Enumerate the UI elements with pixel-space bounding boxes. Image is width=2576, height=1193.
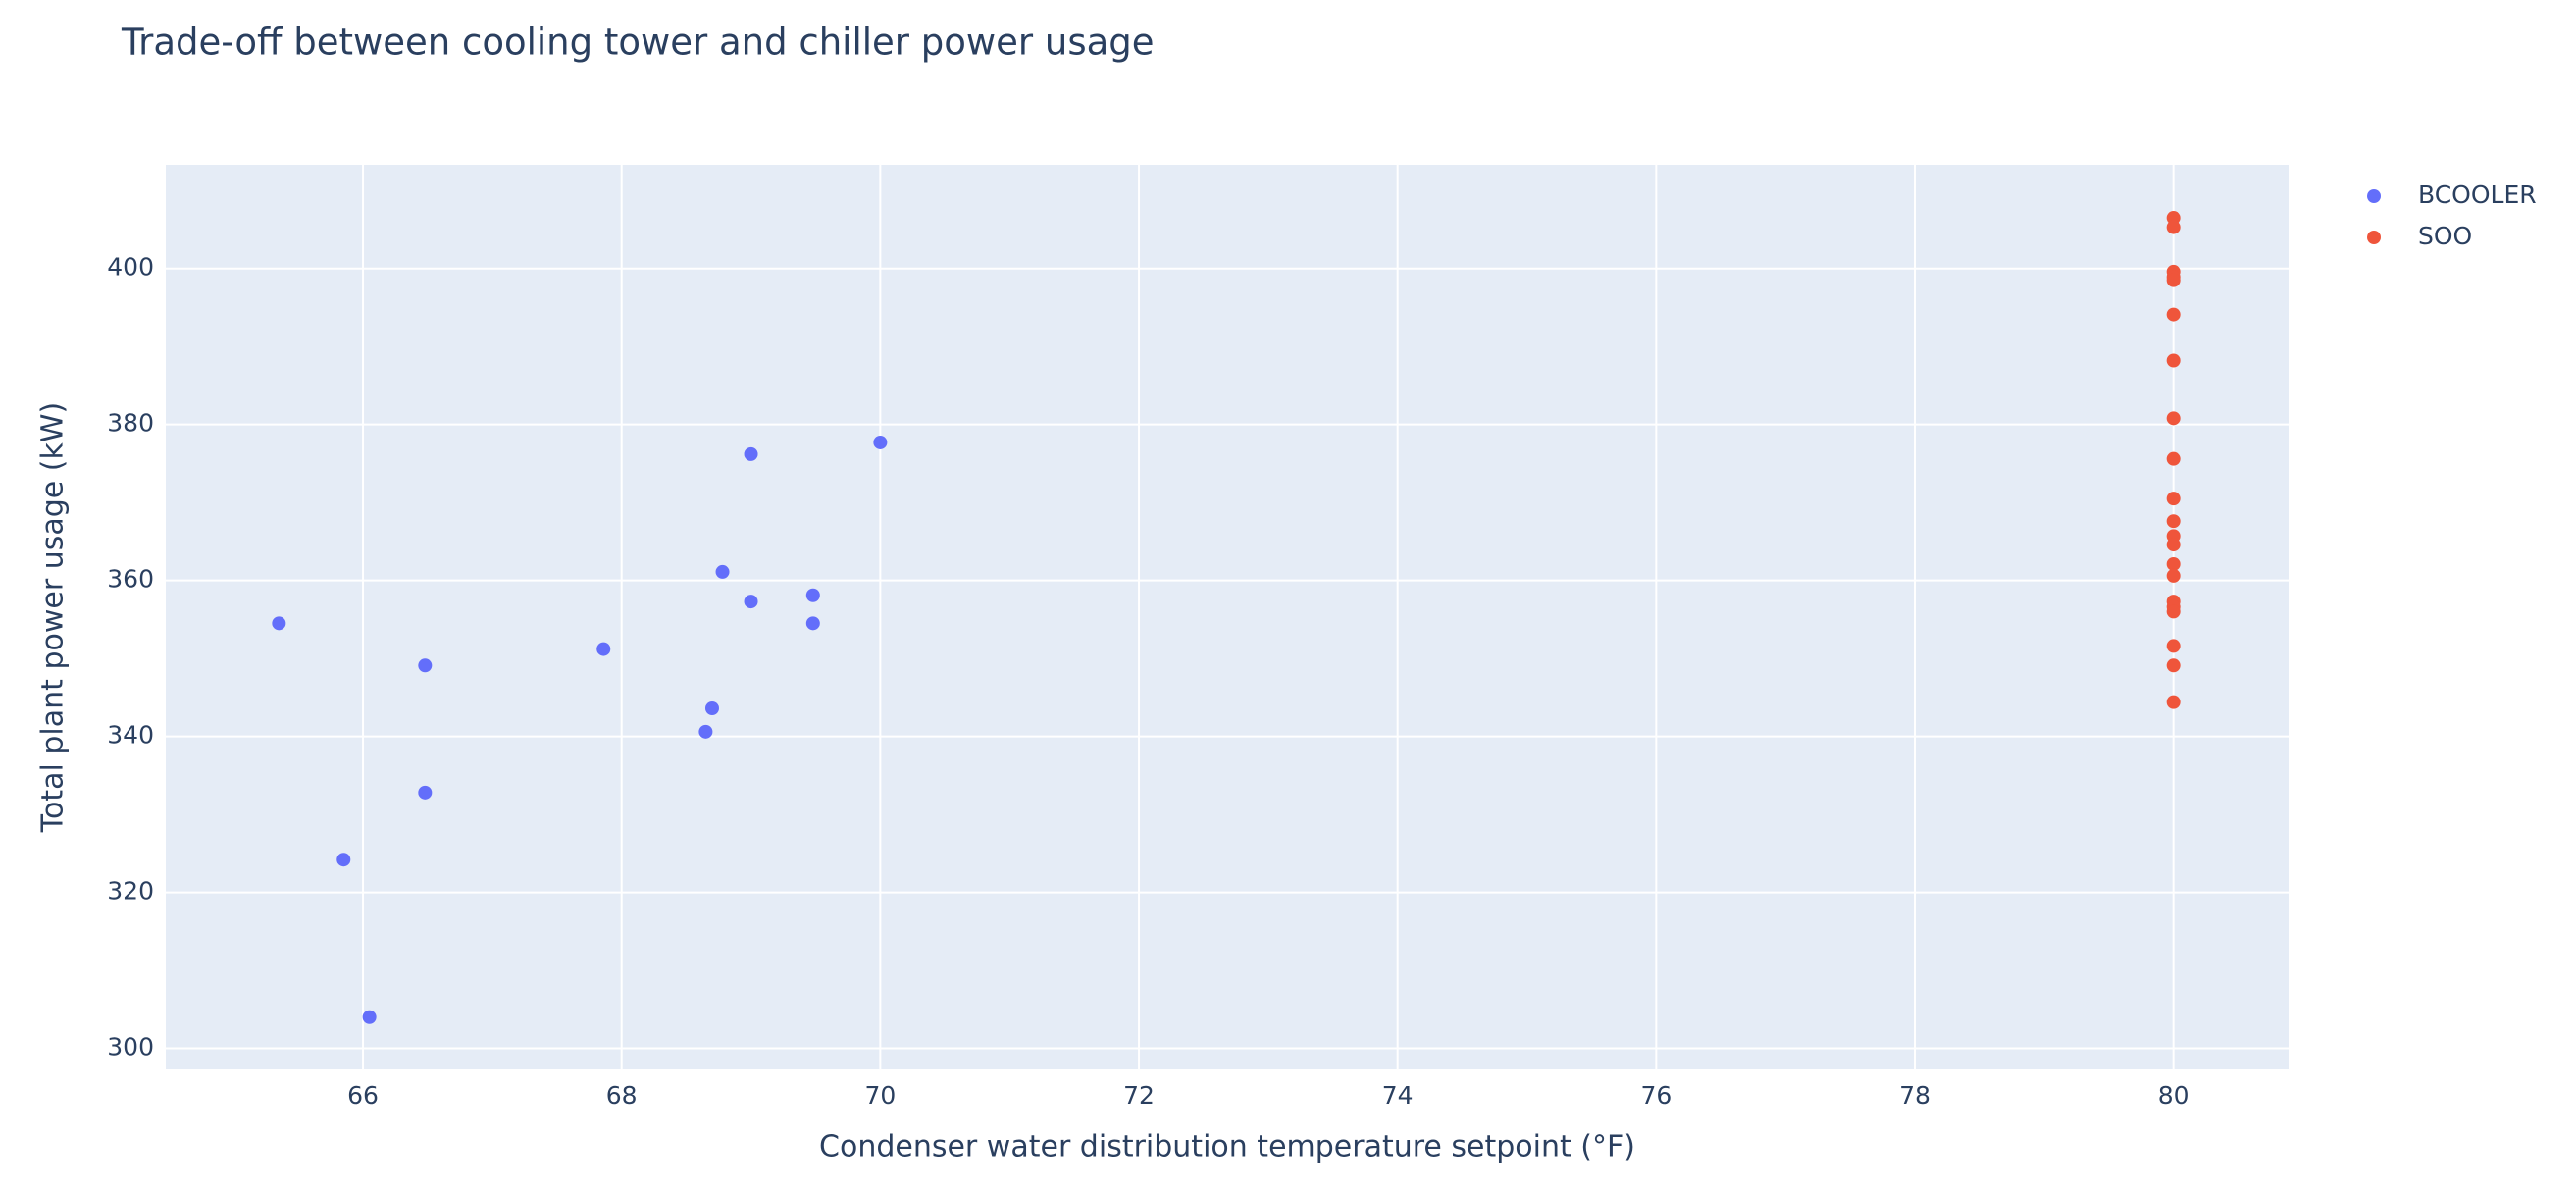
y-tick-label: 300 [107,1033,154,1062]
legend-marker [2367,189,2381,203]
point [704,700,719,715]
point [2166,451,2181,466]
point [2166,492,2181,506]
y-tick-label: 400 [107,253,154,282]
point [2166,695,2181,709]
chart-title: Trade-off between cooling tower and chil… [121,22,1155,64]
plot-area [166,165,2289,1069]
point [2166,658,2181,673]
point [362,1010,377,1024]
y-tick-label: 380 [107,409,154,438]
point [336,853,351,867]
x-tick-label: 68 [606,1081,638,1110]
point [2166,307,2181,322]
x-tick-label: 66 [347,1081,379,1110]
x-tick-label: 80 [2158,1081,2190,1110]
point [2166,353,2181,368]
legend-marker [2367,231,2381,244]
point [2166,411,2181,426]
x-tick-label: 70 [864,1081,896,1110]
point [744,595,758,609]
point [2166,639,2181,653]
x-tick-label: 74 [1382,1081,1414,1110]
point [744,446,758,461]
y-tick-label: 340 [107,721,154,750]
x-tick-label: 76 [1640,1081,1672,1110]
point [805,616,820,631]
y-axis-title: Total plant power usage (kW) [36,402,71,833]
point [2166,514,2181,529]
point [2166,556,2181,571]
point [596,642,611,656]
point [715,564,730,579]
point [2166,538,2181,552]
point [2166,220,2181,234]
point [2166,273,2181,287]
legend-label[interactable]: SOO [2418,222,2472,250]
x-tick-label: 72 [1123,1081,1155,1110]
y-tick-label: 320 [107,877,154,906]
point [2166,604,2181,619]
point [418,785,433,800]
point [873,435,888,449]
point [418,658,433,673]
point [805,588,820,602]
point [2166,568,2181,583]
point [698,724,713,739]
y-tick-label: 360 [107,565,154,594]
x-axis-title: Condenser water distribution temperature… [819,1130,1635,1165]
point [272,616,286,631]
legend-label[interactable]: BCOOLER [2418,181,2537,209]
x-tick-label: 78 [1899,1081,1931,1110]
